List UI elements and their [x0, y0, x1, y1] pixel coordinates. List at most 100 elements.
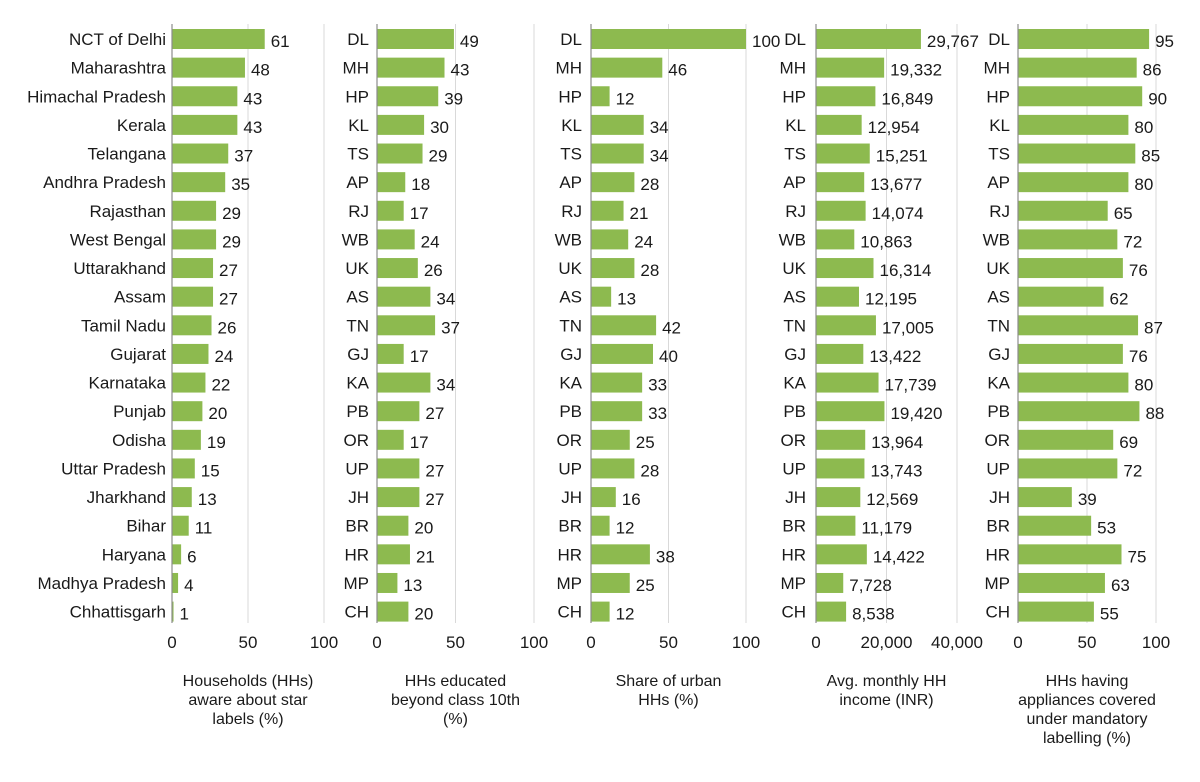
- category-label: West Bengal: [70, 230, 166, 249]
- data-label: 17,005: [882, 318, 934, 337]
- category-label: JH: [989, 488, 1010, 507]
- category-label: Assam: [114, 288, 166, 307]
- data-label: 19,420: [890, 404, 942, 423]
- bar: [377, 200, 404, 221]
- tick-label: 50: [659, 633, 678, 652]
- axis-title: HHs (%): [638, 692, 698, 709]
- data-label: 65: [1114, 204, 1133, 223]
- category-label: JH: [561, 488, 582, 507]
- category-label: RJ: [989, 202, 1010, 221]
- category-label: BR: [345, 517, 369, 536]
- bar: [816, 258, 874, 279]
- data-label: 16: [622, 490, 641, 509]
- data-label: 34: [650, 147, 669, 166]
- category-label: KL: [561, 116, 582, 135]
- axis-title: under mandatory: [1027, 711, 1148, 728]
- data-label: 26: [218, 318, 237, 337]
- bar: [172, 515, 189, 536]
- bar: [377, 429, 404, 450]
- category-label: Odisha: [112, 431, 166, 450]
- bar: [172, 258, 214, 279]
- axis-title: Households (HHs): [183, 673, 314, 690]
- tick-label: 100: [732, 633, 760, 652]
- data-label: 17,739: [885, 376, 937, 395]
- data-label: 29,767: [927, 32, 979, 51]
- data-label: 86: [1143, 61, 1162, 80]
- data-label: 14,074: [872, 204, 924, 223]
- axis-title: appliances covered: [1018, 692, 1156, 709]
- bar: [377, 544, 410, 565]
- data-label: 43: [243, 89, 262, 108]
- data-label: 76: [1129, 347, 1148, 366]
- bar: [172, 487, 192, 508]
- category-label: RJ: [785, 202, 806, 221]
- axis-title: (%): [443, 711, 468, 728]
- bar: [816, 172, 865, 193]
- bar: [816, 200, 866, 221]
- data-label: 95: [1155, 32, 1174, 51]
- data-label: 24: [421, 232, 440, 251]
- tick-label: 100: [520, 633, 548, 652]
- data-label: 28: [640, 261, 659, 280]
- data-label: 24: [634, 232, 653, 251]
- data-label: 11: [195, 519, 213, 538]
- bar: [816, 286, 859, 307]
- category-label: HP: [558, 87, 582, 106]
- data-label: 13: [403, 576, 422, 595]
- bar: [591, 572, 630, 593]
- category-label: BR: [986, 517, 1010, 536]
- bar: [1018, 458, 1118, 479]
- category-label: AS: [559, 288, 582, 307]
- category-label: RJ: [348, 202, 369, 221]
- data-label: 13,743: [870, 461, 922, 480]
- chart-panel-5: DL 95 MH 86 HP 90 KL 80 TS 85 AP 80 RJ 65 WB 72 UK 76 AS 62…: [983, 24, 1174, 747]
- bar: [591, 229, 629, 250]
- bar: [1018, 114, 1129, 135]
- tick-label: 100: [310, 633, 338, 652]
- data-label: 42: [662, 318, 681, 337]
- bar: [172, 343, 209, 364]
- category-label: Tamil Nadu: [81, 316, 166, 335]
- category-label: PB: [987, 402, 1010, 421]
- category-label: PB: [783, 402, 806, 421]
- data-label: 43: [243, 118, 262, 137]
- bar: [172, 286, 214, 307]
- category-label: MH: [780, 59, 806, 78]
- category-label: UK: [345, 259, 369, 278]
- data-label: 80: [1134, 118, 1153, 137]
- data-label: 25: [636, 576, 655, 595]
- category-label: DL: [347, 30, 369, 49]
- data-label: 33: [648, 404, 667, 423]
- category-label: HR: [557, 545, 582, 564]
- category-label: Haryana: [102, 545, 167, 564]
- category-label: Andhra Pradesh: [43, 173, 166, 192]
- data-label: 35: [231, 175, 250, 194]
- bar: [172, 429, 201, 450]
- category-label: UP: [558, 459, 582, 478]
- data-label: 12,954: [868, 118, 920, 137]
- data-label: 61: [271, 32, 290, 51]
- category-label: BR: [558, 517, 582, 536]
- category-label: OR: [781, 431, 807, 450]
- category-label: TS: [560, 145, 582, 164]
- data-label: 87: [1144, 318, 1163, 337]
- bar: [1018, 601, 1094, 622]
- bar: [816, 429, 866, 450]
- category-label: CH: [344, 603, 369, 622]
- category-label: AS: [783, 288, 806, 307]
- bar: [591, 57, 663, 78]
- category-label: GJ: [347, 345, 369, 364]
- data-label: 40: [659, 347, 678, 366]
- category-label: Maharashtra: [71, 59, 167, 78]
- bar: [1018, 286, 1104, 307]
- chart-panel-2: DL 49 MH 43 HP 39 KL 30 TS 29 AP 18 RJ 17 WB 24 UK 26 AS 34…: [342, 24, 548, 728]
- category-label: MP: [557, 574, 583, 593]
- data-label: 11,179: [861, 519, 912, 538]
- tick-label: 0: [811, 633, 820, 652]
- category-label: AS: [346, 288, 369, 307]
- category-label: Bihar: [126, 517, 166, 536]
- axis-title: income (INR): [839, 692, 933, 709]
- bar: [377, 572, 398, 593]
- tick-label: 0: [586, 633, 595, 652]
- category-label: MP: [781, 574, 807, 593]
